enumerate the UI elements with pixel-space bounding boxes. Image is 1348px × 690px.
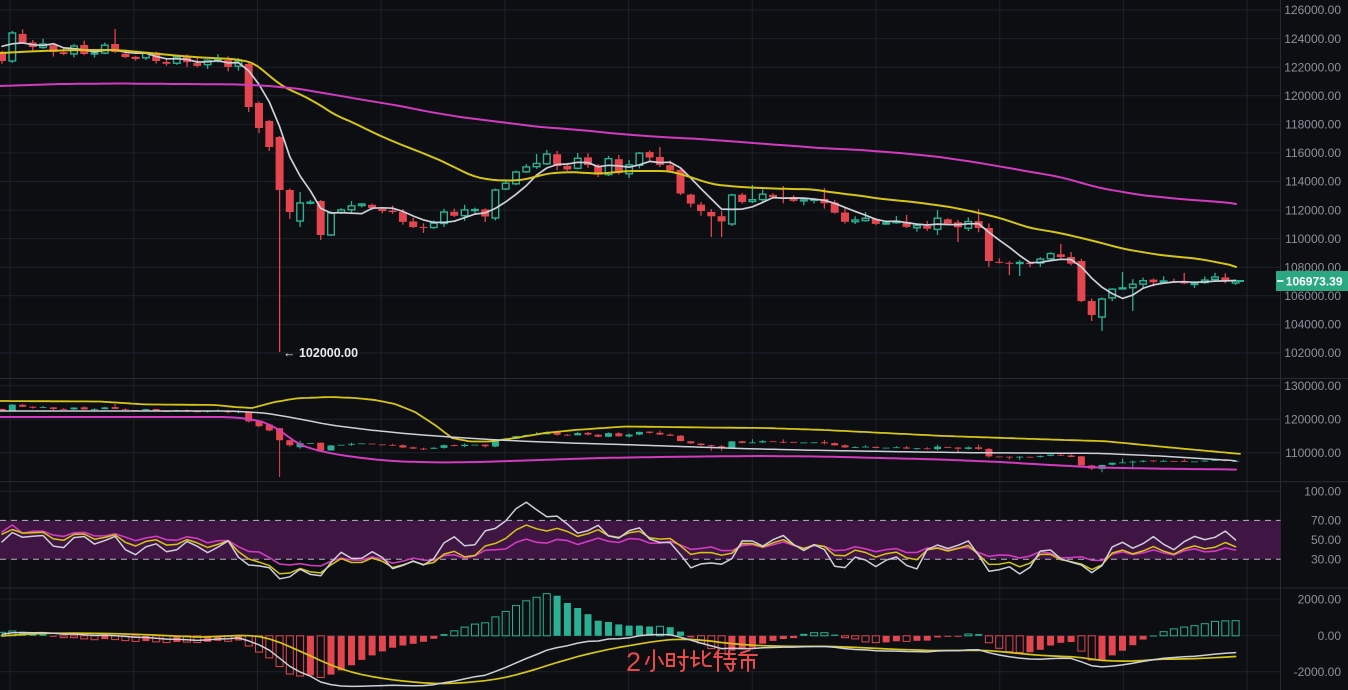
- svg-text:104000.00: 104000.00: [1284, 318, 1341, 332]
- svg-text:106973.39: 106973.39: [1286, 274, 1343, 288]
- svg-text:← 102000.00: ← 102000.00: [283, 346, 358, 360]
- svg-text:2: 2: [626, 647, 641, 677]
- svg-text:0.00: 0.00: [1318, 629, 1342, 643]
- svg-text:30.00: 30.00: [1311, 553, 1341, 567]
- svg-text:120000.00: 120000.00: [1284, 412, 1341, 426]
- svg-text:110000.00: 110000.00: [1285, 446, 1341, 460]
- svg-text:70.00: 70.00: [1311, 514, 1341, 528]
- svg-text:110000.00: 110000.00: [1285, 232, 1341, 246]
- svg-text:120000.00: 120000.00: [1284, 89, 1341, 103]
- svg-text:124000.00: 124000.00: [1284, 32, 1341, 46]
- svg-text:50.00: 50.00: [1311, 533, 1341, 547]
- svg-text:100.00: 100.00: [1304, 484, 1341, 498]
- svg-text:126000.00: 126000.00: [1284, 3, 1341, 17]
- svg-text:114000.00: 114000.00: [1285, 175, 1341, 189]
- svg-text:-2000.00: -2000.00: [1294, 665, 1342, 679]
- svg-text:116000.00: 116000.00: [1285, 146, 1341, 160]
- svg-text:112000.00: 112000.00: [1285, 203, 1341, 217]
- svg-text:2000.00: 2000.00: [1298, 592, 1342, 606]
- svg-text:122000.00: 122000.00: [1284, 60, 1341, 74]
- svg-text:130000.00: 130000.00: [1284, 379, 1341, 393]
- svg-text:102000.00: 102000.00: [1284, 346, 1341, 360]
- svg-text:118000.00: 118000.00: [1285, 118, 1341, 132]
- svg-text:108000.00: 108000.00: [1284, 260, 1341, 274]
- svg-text:106000.00: 106000.00: [1284, 289, 1341, 303]
